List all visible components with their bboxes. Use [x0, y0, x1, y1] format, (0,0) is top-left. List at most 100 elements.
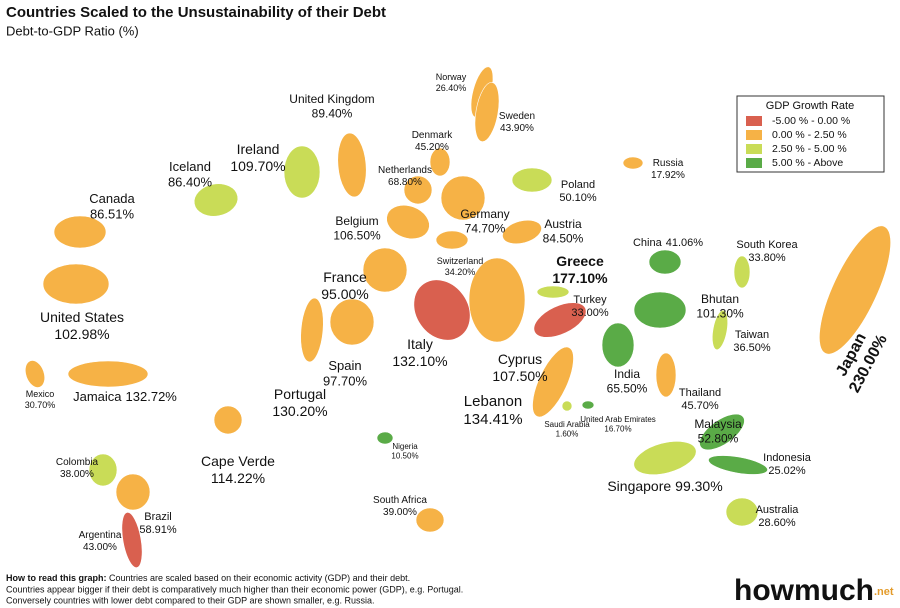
country-label: Switzerland 34.20% — [437, 256, 484, 277]
country-debt: 132.10% — [392, 353, 447, 369]
country-shape — [708, 455, 768, 475]
country-debt: 95.00% — [321, 286, 368, 302]
country-name: Brazil — [144, 511, 172, 523]
footer-text: Conversely countries with lower debt com… — [6, 595, 375, 605]
country-name: Poland — [561, 179, 595, 191]
country-debt: 107.50% — [492, 368, 547, 384]
country-label: Turkey 33.00% — [571, 294, 609, 319]
country-debt: 43.90% — [500, 123, 534, 134]
country-shape — [24, 360, 46, 388]
country-shape — [415, 507, 445, 533]
country-label: South Africa 39.00% — [373, 495, 427, 518]
country-name: United States — [40, 309, 124, 325]
country-name: South Africa — [373, 495, 427, 506]
legend: GDP Growth Rate -5.00 % - 0.00 % 0.00 % -… — [736, 95, 885, 173]
legend-swatch — [746, 130, 762, 140]
legend-title: GDP Growth Rate — [766, 100, 854, 112]
country-shape — [403, 175, 433, 205]
country-debt: 33.00% — [571, 307, 609, 319]
country-label: Cape Verde 114.22% — [201, 453, 275, 486]
country-debt: 106.50% — [333, 229, 381, 243]
country-name: Indonesia — [763, 452, 812, 464]
country-shape — [283, 145, 321, 199]
country-name: Canada — [89, 191, 135, 206]
country-name: Germany — [460, 207, 509, 221]
country-shape — [711, 309, 729, 351]
country-debt: 1.60% — [556, 430, 579, 439]
country-debt: 41.06% — [666, 237, 704, 249]
country-name: Belgium — [335, 214, 378, 228]
country-shape — [502, 219, 542, 245]
country-name: Australia — [756, 504, 800, 516]
country-shape — [121, 512, 143, 568]
country-shape — [468, 257, 526, 343]
country-label: Greece 177.10% — [552, 253, 608, 286]
country-shape — [193, 183, 239, 217]
country-name: Malaysia — [694, 417, 742, 431]
country-name: Thailand — [679, 387, 721, 399]
country-debt: 52.80% — [698, 432, 739, 446]
country-name: Cyprus — [498, 351, 542, 367]
country-name: Saudi Arabia — [544, 420, 590, 429]
legend-swatch — [746, 116, 762, 126]
country-debt: 45.70% — [681, 400, 719, 412]
country-shape — [633, 291, 687, 329]
country-shape — [601, 322, 635, 368]
country-label: Germany 74.70% — [460, 207, 509, 235]
country-label: Saudi Arabia 1.60% — [544, 420, 590, 439]
country-shape — [337, 132, 367, 198]
country-shape — [819, 225, 891, 355]
subtitle: Debt-to-GDP Ratio (%) — [6, 23, 139, 38]
country-shape — [386, 204, 430, 240]
country-debt: 30.70% — [25, 400, 56, 410]
country-name: Spain — [328, 358, 361, 373]
country-name: Mexico — [26, 389, 55, 399]
country-debt: 86.51% — [90, 207, 135, 222]
country-debt: 38.00% — [60, 469, 94, 480]
logo-name: howmuch — [734, 574, 874, 607]
country-name: United Kingdom — [289, 92, 374, 106]
footer-heading: How to read this graph: — [6, 573, 107, 583]
country-shape — [115, 473, 151, 511]
country-name: Portugal — [274, 386, 326, 402]
country-debt: 74.70% — [465, 222, 506, 236]
country-debt: 86.40% — [168, 175, 213, 190]
country-shape — [435, 230, 469, 250]
country-label: Mexico 30.70% — [25, 389, 56, 410]
country-debt: 99.30% — [675, 478, 722, 494]
country-debt: 33.80% — [748, 252, 786, 264]
country-name: Switzerland — [437, 256, 484, 266]
country-label: Poland 50.10% — [559, 179, 597, 204]
country-debt: 177.10% — [552, 270, 608, 286]
country-shape — [440, 175, 486, 221]
country-label: France 95.00% — [321, 269, 368, 302]
country-name: United Arab Emirates — [580, 415, 656, 424]
country-name: Jamaica — [73, 389, 122, 404]
country-name: Singapore — [607, 478, 671, 494]
footer-line: How to read this graph: Countries are sc… — [6, 573, 410, 583]
country-label: Australia 28.60% — [756, 504, 800, 529]
country-label: Cyprus 107.50% — [492, 351, 547, 384]
country-shape — [213, 405, 243, 435]
country-label: Malaysia 52.80% — [694, 417, 742, 445]
country-shape — [474, 82, 500, 142]
country-debt: 39.00% — [383, 507, 417, 518]
country-label: Sweden 43.90% — [499, 111, 535, 134]
country-shape — [53, 215, 107, 249]
country-debt: 50.10% — [559, 192, 597, 204]
country-shape — [300, 297, 324, 363]
country-label: Iceland 86.40% — [168, 159, 213, 190]
country-label: Canada 86.51% — [89, 191, 135, 222]
country-shape — [413, 279, 471, 341]
country-shape — [532, 346, 574, 418]
country-debt: 58.91% — [139, 524, 177, 536]
country-label: United Arab Emirates 16.70% — [580, 415, 656, 434]
country-name: Italy — [407, 336, 433, 352]
country-debt: 17.92% — [651, 170, 685, 181]
legend-label: 5.00 % - Above — [772, 157, 843, 169]
country-name: Netherlands — [378, 165, 432, 176]
country-label: Jamaica 132.72% — [73, 389, 177, 404]
country-label: Belgium 106.50% — [333, 214, 381, 242]
country-label: Netherlands 68.80% — [378, 165, 432, 188]
